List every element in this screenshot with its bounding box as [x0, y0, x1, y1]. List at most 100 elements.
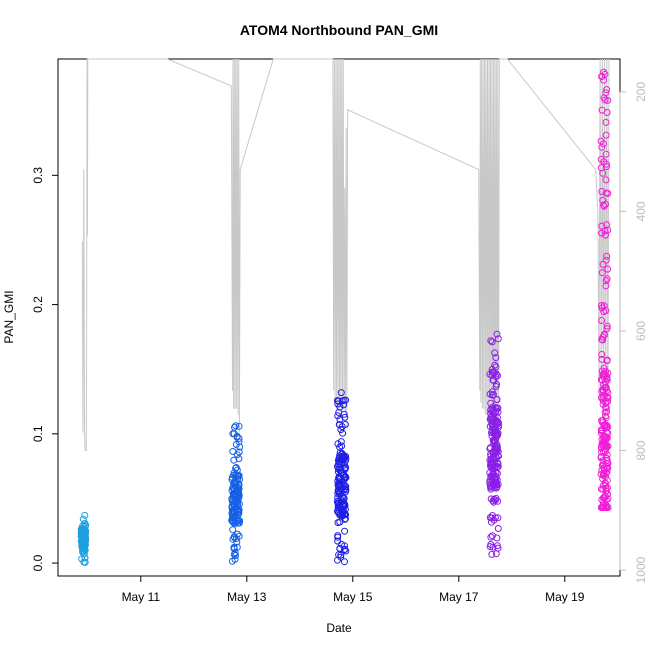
data-point [602, 150, 610, 158]
data-point [486, 482, 494, 490]
data-point [488, 512, 496, 519]
data-point [603, 275, 611, 283]
data-point [603, 356, 611, 364]
data-point [599, 336, 607, 344]
y2-tick-label: 400 [634, 201, 648, 221]
data-point [334, 397, 341, 405]
data-point [233, 543, 241, 551]
data-point [488, 388, 496, 396]
data-point [598, 448, 605, 456]
data-point [230, 471, 238, 479]
data-point [492, 453, 500, 461]
data-point [339, 509, 347, 517]
data-point [490, 473, 498, 481]
data-point [229, 448, 237, 455]
data-point [491, 349, 499, 357]
data-point [335, 551, 343, 559]
data-point [492, 354, 500, 362]
data-point [491, 425, 498, 433]
data-point [602, 433, 609, 441]
data-point [493, 445, 501, 453]
data-point [232, 464, 240, 471]
data-point [494, 335, 502, 343]
data-point [602, 176, 610, 184]
pressure-line [81, 58, 610, 451]
data-point [488, 550, 496, 558]
data-point [338, 540, 345, 548]
data-point [231, 423, 238, 431]
data-point [599, 485, 607, 493]
data-point [489, 405, 497, 413]
data-point [486, 543, 494, 551]
data-point [341, 501, 349, 509]
data-point [599, 196, 607, 204]
data-point [493, 396, 501, 404]
data-point [341, 545, 349, 553]
y-tick-label: 0.3 [31, 167, 45, 184]
data-point [600, 68, 608, 76]
data-point [339, 429, 347, 437]
data-point [487, 416, 495, 424]
data-point [236, 443, 244, 451]
data-point [603, 109, 611, 116]
data-point [602, 367, 610, 375]
data-point [604, 369, 612, 377]
data-point [599, 169, 607, 177]
data-point [603, 322, 611, 330]
data-point [604, 226, 612, 234]
data-point [340, 546, 348, 554]
data-point [230, 543, 238, 551]
data-point [603, 424, 610, 432]
data-point [335, 409, 343, 416]
data-point [603, 325, 611, 333]
data-point [494, 525, 502, 532]
data-point [599, 260, 607, 268]
y-tick-label: 0.0 [31, 554, 45, 571]
data-point [81, 558, 89, 566]
data-point [493, 330, 501, 338]
data-point [602, 118, 610, 126]
data-point [488, 366, 496, 373]
data-point [488, 338, 496, 346]
data-point [232, 422, 240, 430]
x-tick-label: May 11 [122, 590, 161, 604]
data-point [342, 486, 350, 494]
data-point [492, 550, 500, 558]
data-point [600, 158, 608, 166]
data-point [235, 506, 243, 513]
data-point [231, 534, 238, 542]
data-point [341, 515, 349, 523]
data-point [338, 397, 346, 405]
data-point [335, 465, 343, 473]
data-point [235, 422, 243, 430]
y2-tick-label: 600 [634, 321, 648, 341]
data-point [598, 269, 606, 277]
data-point [230, 551, 238, 558]
data-point [335, 483, 343, 490]
data-point [229, 526, 237, 534]
data-point [598, 335, 606, 343]
chart-title: ATOM4 Northbound PAN_GMI [240, 22, 438, 38]
data-point [603, 252, 611, 260]
x-tick-label: May 15 [333, 590, 373, 604]
data-point [603, 434, 611, 442]
y2-tick-label: 800 [634, 440, 648, 460]
data-point [336, 544, 344, 552]
data-point [334, 440, 342, 448]
data-point [494, 497, 502, 505]
data-point [494, 544, 502, 552]
data-point [335, 421, 343, 429]
data-point [598, 504, 606, 511]
data-point [494, 372, 501, 380]
data-point [604, 495, 612, 503]
data-point [492, 370, 500, 378]
x-tick-label: May 13 [227, 590, 267, 604]
data-point [235, 448, 243, 456]
y2-tick-label: 200 [634, 82, 648, 102]
data-point [82, 522, 89, 530]
data-point [604, 189, 612, 197]
data-point [489, 543, 497, 551]
data-point [598, 317, 606, 324]
data-point [233, 516, 241, 524]
data-point [600, 201, 607, 209]
